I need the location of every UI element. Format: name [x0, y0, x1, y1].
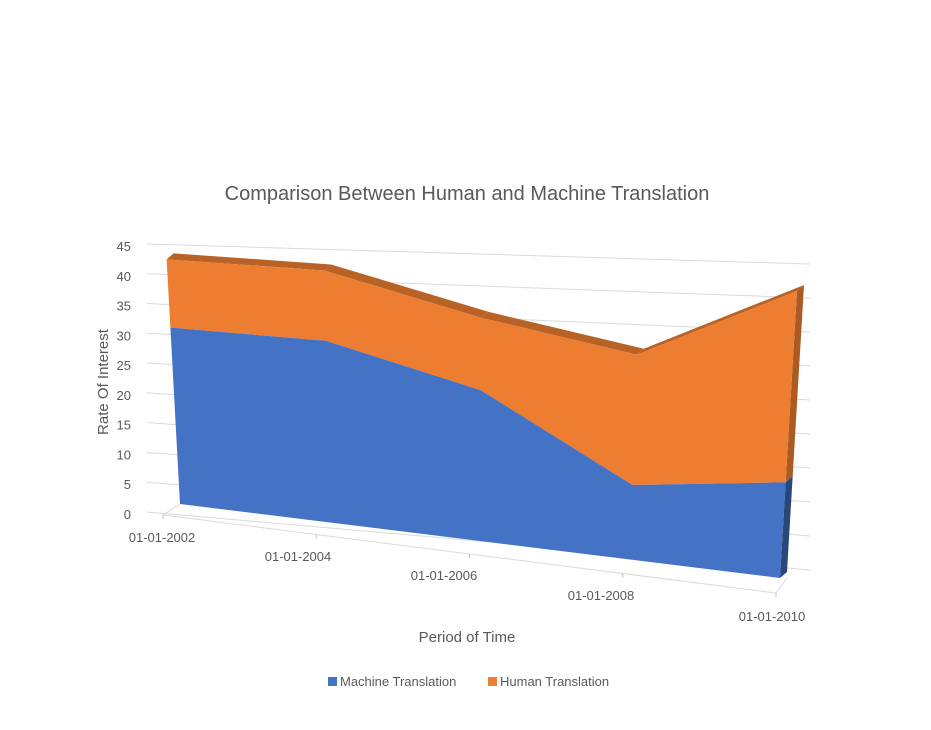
legend-label: Machine Translation [340, 674, 456, 689]
human-translation-side-face [785, 285, 804, 483]
y-tick-label: 45 [117, 239, 131, 254]
y-tick-label: 15 [117, 418, 131, 433]
x-tick-label: 01-01-2004 [265, 549, 332, 564]
floor-edge-left [162, 503, 181, 516]
y-tick-label: 25 [117, 358, 131, 373]
machine-translation-side-face [780, 476, 793, 578]
legend-swatch [488, 677, 497, 686]
y-tick-label: 20 [117, 388, 131, 403]
x-tick-label: 01-01-2002 [129, 530, 196, 545]
y-axis-title: Rate Of Interest [95, 328, 112, 435]
x-tick-label: 01-01-2010 [739, 609, 806, 624]
human-translation-top-face [481, 311, 644, 355]
human-translation-top-face [324, 264, 489, 318]
chart-title: Comparison Between Human and Machine Tra… [225, 183, 710, 205]
y-tick-label: 0 [124, 507, 131, 522]
x-tick-label: 01-01-2008 [568, 588, 635, 603]
gridline [146, 243, 811, 265]
human-translation-top-face [166, 253, 332, 271]
machine-translation-area [170, 327, 786, 578]
x-tick-label: 01-01-2006 [411, 568, 478, 583]
y-tick-label: 30 [117, 328, 131, 343]
y-tick-label: 5 [124, 477, 131, 492]
y-tick-label: 35 [117, 299, 131, 314]
y-tick-label: 10 [117, 447, 131, 462]
legend-swatch [328, 677, 337, 686]
human-translation-area [166, 259, 798, 485]
legend-label: Human Translation [500, 674, 609, 689]
x-axis-title: Period of Time [419, 629, 516, 646]
human-translation-top-face [636, 285, 804, 355]
y-tick-label: 40 [117, 269, 131, 284]
floor-edge-right [775, 577, 788, 594]
